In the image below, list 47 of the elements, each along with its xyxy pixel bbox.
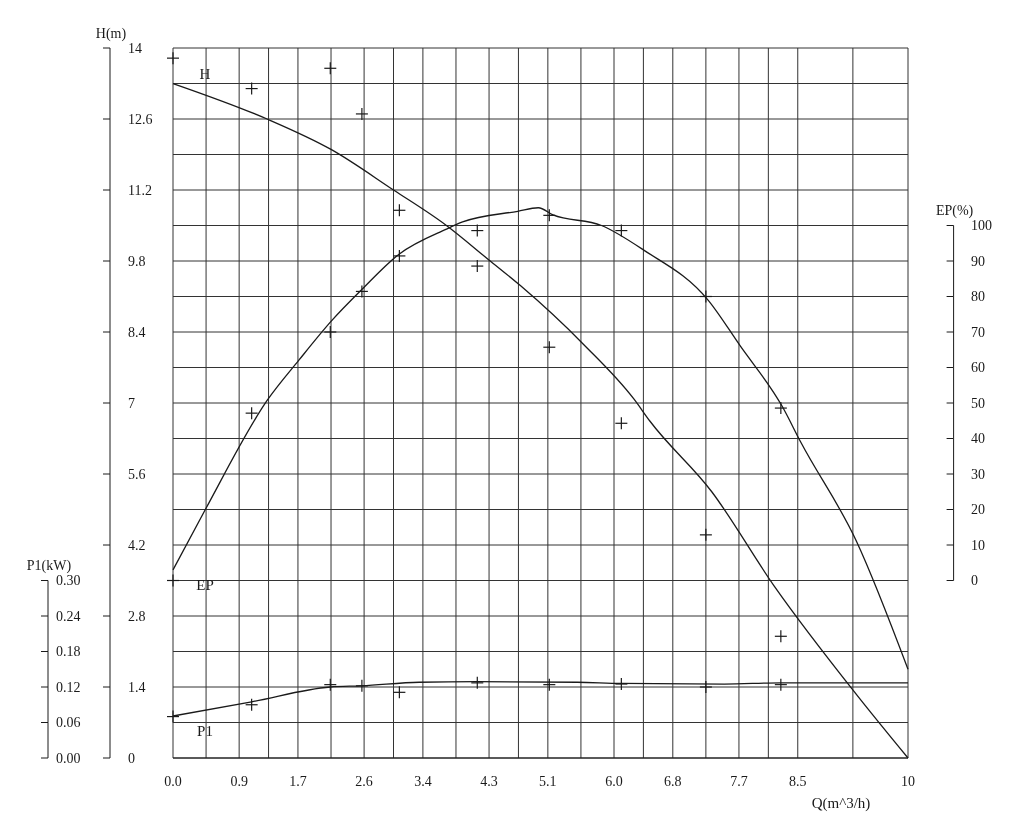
y-tick-label: 8.4 — [128, 324, 146, 340]
x-tick-label: 5.1 — [539, 773, 557, 789]
y2-tick-label: 80 — [971, 289, 985, 305]
y3-tick-label: 0.18 — [56, 644, 81, 660]
y3-tick-label: 0.24 — [56, 608, 81, 624]
y-axis-title: H(m) — [95, 25, 127, 42]
x-tick-label: 2.6 — [355, 773, 373, 789]
x-tick-label: 6.0 — [605, 773, 623, 789]
y2-tick-label: 20 — [971, 502, 985, 518]
x-tick-label: 8.5 — [789, 773, 807, 789]
y3-tick-label: 0.06 — [56, 715, 81, 731]
y-tick-label: 4.2 — [128, 537, 146, 553]
series-label: P1 — [197, 723, 213, 740]
y2-tick-label: 30 — [971, 466, 985, 482]
y-tick-label: 12.6 — [128, 111, 153, 127]
y3-tick-label: 0.12 — [56, 679, 81, 695]
y2-tick-label: 70 — [971, 324, 985, 340]
y-tick-label: 1.4 — [128, 679, 146, 695]
y-tick-label: 9.8 — [128, 253, 146, 269]
x-tick-label: 4.3 — [480, 773, 498, 789]
y3-tick-label: 0.00 — [56, 750, 81, 766]
y-tick-label: 11.2 — [128, 182, 152, 198]
y-tick-label: 14 — [128, 40, 142, 56]
x-tick-label: 7.7 — [730, 773, 748, 789]
series-label: EP — [196, 577, 214, 594]
y2-tick-label: 50 — [971, 395, 985, 411]
y2-tick-label: 10 — [971, 537, 985, 553]
y-tick-label: 7 — [128, 395, 135, 411]
y2-tick-label: 0 — [971, 573, 978, 589]
y-tick-label: 5.6 — [128, 466, 146, 482]
y-tick-label: 2.8 — [128, 608, 146, 624]
y2-tick-label: 100 — [971, 218, 992, 234]
x-tick-label: 6.8 — [664, 773, 682, 789]
x-tick-label: 10 — [901, 773, 915, 789]
x-tick-label: 0.9 — [230, 773, 248, 789]
y2-tick-label: 90 — [971, 253, 985, 269]
y2-tick-label: 60 — [971, 360, 985, 376]
x-tick-label: 3.4 — [414, 773, 432, 789]
x-tick-label: 1.7 — [289, 773, 307, 789]
y2-axis-title: EP(%) — [935, 203, 974, 220]
series-label: H — [199, 65, 211, 82]
y3-axis-title: P1(kW) — [26, 558, 72, 575]
x-axis-title: Q(m^3/h) — [811, 795, 871, 813]
x-tick-label: 0.0 — [164, 773, 182, 789]
y3-tick-label: 0.30 — [56, 573, 81, 589]
y2-tick-label: 40 — [971, 431, 985, 447]
y-tick-label: 0 — [128, 750, 135, 766]
